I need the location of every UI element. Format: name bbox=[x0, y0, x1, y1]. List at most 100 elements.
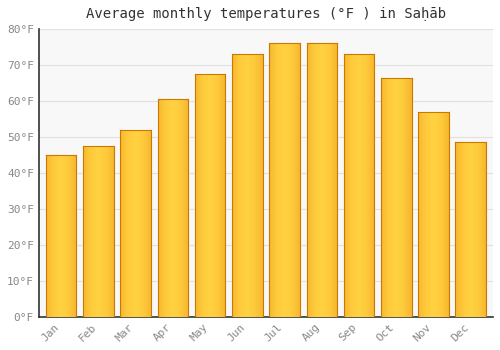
Bar bbox=[70, 155, 72, 317]
Bar bbox=[393, 78, 394, 317]
Bar bbox=[462, 142, 464, 317]
Bar bbox=[331, 43, 332, 317]
Bar bbox=[248, 54, 250, 317]
Bar bbox=[280, 43, 281, 317]
Bar bbox=[238, 54, 239, 317]
Bar bbox=[239, 54, 240, 317]
Bar bbox=[181, 99, 182, 317]
Bar bbox=[47, 155, 48, 317]
Bar bbox=[48, 155, 49, 317]
Bar bbox=[434, 112, 436, 317]
Bar bbox=[104, 146, 106, 317]
Bar bbox=[483, 142, 484, 317]
Bar bbox=[314, 43, 316, 317]
Bar bbox=[142, 130, 144, 317]
Bar bbox=[195, 74, 196, 317]
Bar bbox=[321, 43, 322, 317]
Bar bbox=[169, 99, 170, 317]
Bar bbox=[57, 155, 58, 317]
Bar bbox=[428, 112, 430, 317]
Bar bbox=[298, 43, 299, 317]
Bar bbox=[199, 74, 200, 317]
Bar bbox=[210, 74, 211, 317]
Bar bbox=[292, 43, 294, 317]
Bar bbox=[170, 99, 171, 317]
Bar bbox=[394, 78, 395, 317]
Bar bbox=[85, 146, 86, 317]
Bar bbox=[404, 78, 406, 317]
Bar bbox=[252, 54, 254, 317]
Bar bbox=[358, 54, 359, 317]
Bar bbox=[402, 78, 404, 317]
Bar bbox=[198, 74, 199, 317]
Bar bbox=[145, 130, 146, 317]
Bar bbox=[100, 146, 102, 317]
Bar bbox=[120, 130, 122, 317]
Bar bbox=[89, 146, 90, 317]
Bar bbox=[88, 146, 89, 317]
Bar bbox=[284, 43, 286, 317]
Bar bbox=[354, 54, 355, 317]
Bar bbox=[215, 74, 216, 317]
Bar bbox=[207, 74, 208, 317]
Bar bbox=[102, 146, 104, 317]
Bar bbox=[258, 54, 260, 317]
Bar bbox=[334, 43, 335, 317]
Bar bbox=[187, 99, 188, 317]
Bar bbox=[96, 146, 98, 317]
Bar bbox=[422, 112, 424, 317]
Bar bbox=[466, 142, 468, 317]
Bar bbox=[50, 155, 51, 317]
Bar bbox=[270, 43, 272, 317]
Bar bbox=[360, 54, 361, 317]
Bar bbox=[106, 146, 108, 317]
Bar bbox=[371, 54, 372, 317]
Bar bbox=[214, 74, 215, 317]
Bar bbox=[63, 155, 64, 317]
Bar bbox=[372, 54, 374, 317]
Bar bbox=[438, 112, 440, 317]
Bar bbox=[51, 155, 52, 317]
Bar bbox=[128, 130, 130, 317]
Bar bbox=[213, 74, 214, 317]
Bar bbox=[242, 54, 243, 317]
Bar bbox=[52, 155, 53, 317]
Bar bbox=[336, 43, 337, 317]
Bar bbox=[58, 155, 59, 317]
Bar bbox=[385, 78, 386, 317]
Bar bbox=[177, 99, 178, 317]
Bar bbox=[240, 54, 241, 317]
Bar bbox=[355, 54, 356, 317]
Bar bbox=[172, 99, 173, 317]
Bar bbox=[329, 43, 330, 317]
Bar bbox=[480, 142, 481, 317]
Bar bbox=[484, 142, 485, 317]
Bar bbox=[126, 130, 128, 317]
Bar bbox=[364, 54, 365, 317]
Bar bbox=[322, 43, 323, 317]
Bar bbox=[54, 155, 55, 317]
Bar bbox=[476, 142, 477, 317]
Bar bbox=[176, 99, 177, 317]
Bar bbox=[49, 155, 50, 317]
Bar bbox=[472, 142, 473, 317]
Bar bbox=[320, 43, 321, 317]
Bar bbox=[65, 155, 66, 317]
Bar bbox=[482, 142, 483, 317]
Bar bbox=[345, 54, 346, 317]
Bar bbox=[260, 54, 262, 317]
Bar bbox=[148, 130, 149, 317]
Bar bbox=[179, 99, 180, 317]
Bar bbox=[162, 99, 164, 317]
Title: Average monthly temperatures (°F ) in Saḥāb: Average monthly temperatures (°F ) in Sa… bbox=[86, 7, 446, 21]
Bar bbox=[479, 142, 480, 317]
Bar bbox=[66, 155, 68, 317]
Bar bbox=[94, 146, 96, 317]
Bar bbox=[296, 43, 297, 317]
Bar bbox=[395, 78, 396, 317]
Bar bbox=[276, 43, 278, 317]
Bar bbox=[180, 99, 181, 317]
Bar bbox=[384, 78, 385, 317]
Bar bbox=[216, 74, 217, 317]
Bar bbox=[348, 54, 349, 317]
